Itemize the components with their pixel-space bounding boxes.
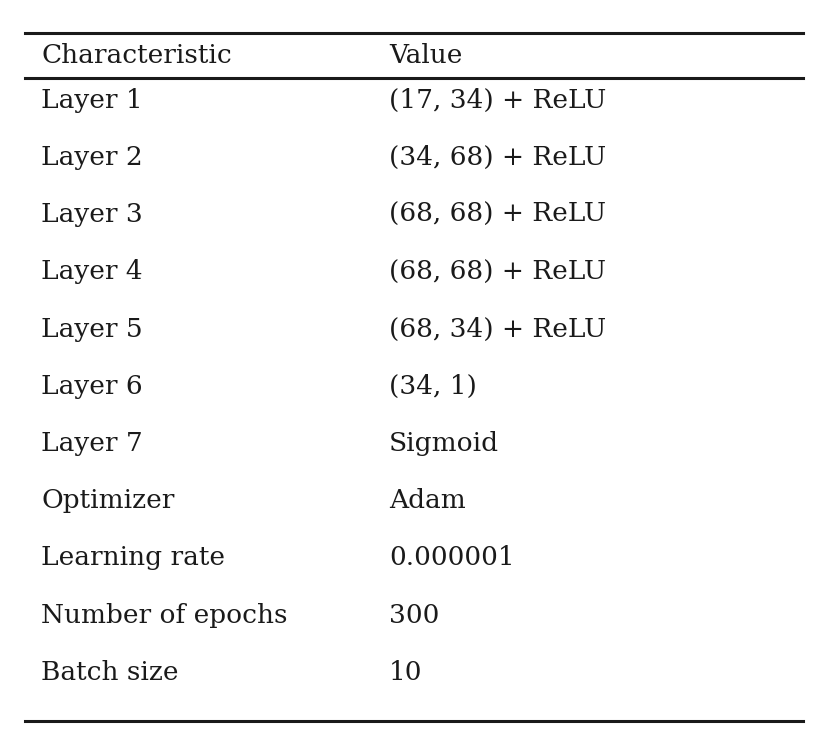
Text: Optimizer: Optimizer: [41, 488, 174, 513]
Text: (17, 34) + ReLU: (17, 34) + ReLU: [389, 88, 605, 113]
Text: Batch size: Batch size: [41, 660, 179, 685]
Text: Layer 7: Layer 7: [41, 431, 143, 456]
Text: Layer 2: Layer 2: [41, 145, 143, 170]
Text: 300: 300: [389, 603, 439, 628]
Text: 10: 10: [389, 660, 422, 685]
Text: (34, 68) + ReLU: (34, 68) + ReLU: [389, 145, 605, 170]
Text: Layer 6: Layer 6: [41, 374, 143, 399]
Text: Value: Value: [389, 43, 462, 68]
Text: 0.000001: 0.000001: [389, 545, 514, 571]
Text: (68, 34) + ReLU: (68, 34) + ReLU: [389, 317, 605, 342]
Text: Learning rate: Learning rate: [41, 545, 225, 571]
Text: Sigmoid: Sigmoid: [389, 431, 499, 456]
Text: Layer 1: Layer 1: [41, 88, 143, 113]
Text: Layer 4: Layer 4: [41, 259, 143, 285]
Text: Adam: Adam: [389, 488, 466, 513]
Text: Layer 5: Layer 5: [41, 317, 143, 342]
Text: Characteristic: Characteristic: [41, 43, 232, 68]
Text: Number of epochs: Number of epochs: [41, 603, 288, 628]
Text: (68, 68) + ReLU: (68, 68) + ReLU: [389, 259, 605, 285]
Text: Layer 3: Layer 3: [41, 202, 143, 227]
Text: (34, 1): (34, 1): [389, 374, 476, 399]
Text: (68, 68) + ReLU: (68, 68) + ReLU: [389, 202, 605, 227]
